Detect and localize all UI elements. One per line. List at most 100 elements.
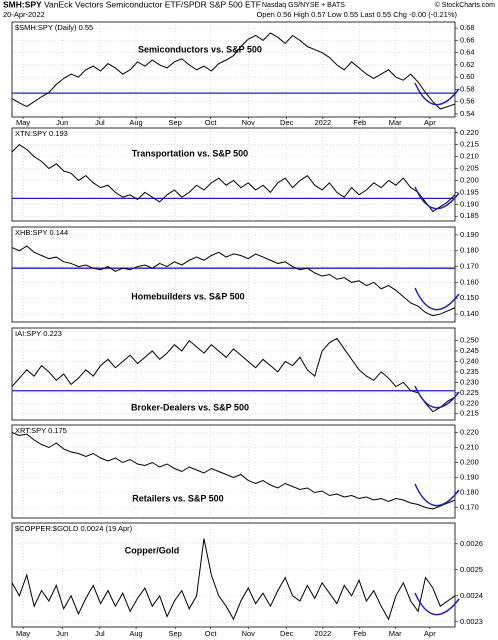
panel-title: Broker-Dealers vs. S&P 500 bbox=[131, 402, 249, 412]
y-tick-label: 0.160 bbox=[460, 277, 479, 286]
panel-legend: $COPPER:$GOLD 0.0024 (19 Apr) bbox=[15, 524, 133, 533]
x-tick-label: Mar bbox=[389, 118, 402, 127]
y-tick-label: 0.220 bbox=[460, 427, 479, 436]
y-tick-label: 0.215 bbox=[460, 140, 479, 149]
price-line bbox=[11, 432, 456, 510]
y-tick-label: 0.0026 bbox=[460, 539, 483, 548]
panel-frame bbox=[11, 21, 456, 118]
annotation-arc bbox=[414, 186, 460, 210]
annotation-arc bbox=[414, 385, 460, 409]
symbol: SMH:SPY bbox=[3, 0, 42, 9]
y-tick-label: 0.170 bbox=[460, 262, 479, 271]
y-tick-label: 0.200 bbox=[460, 457, 479, 466]
price-line bbox=[11, 538, 456, 621]
x-tick-label: 2022 bbox=[314, 629, 331, 638]
x-tick-label: Sep bbox=[168, 118, 181, 127]
x-tick-label: May bbox=[16, 629, 30, 638]
x-tick-label: Jun bbox=[56, 629, 68, 638]
x-tick-label: Dec bbox=[280, 118, 294, 127]
y-tick-label: 0.220 bbox=[460, 128, 479, 137]
y-tick-label: 0.60 bbox=[460, 72, 475, 81]
y-tick-label: 0.210 bbox=[460, 152, 479, 161]
panel-title: Copper/Gold bbox=[125, 545, 180, 555]
panel-frame bbox=[11, 522, 456, 628]
y-tick-label: 0.0023 bbox=[460, 617, 483, 626]
panel-frame bbox=[11, 327, 456, 421]
panel-title: Semiconductors vs. S&P 500 bbox=[138, 44, 262, 54]
credit: © StockCharts.com bbox=[435, 1, 496, 9]
x-tick-label: 2022 bbox=[314, 118, 331, 127]
y-tick-label: 0.185 bbox=[460, 211, 479, 220]
x-tick-label: Jul bbox=[95, 118, 105, 127]
price-line bbox=[11, 32, 456, 110]
y-tick-label: 0.205 bbox=[460, 164, 479, 173]
x-tick-label: Oct bbox=[205, 118, 218, 127]
y-tick-label: 0.56 bbox=[460, 97, 475, 106]
y-tick-label: 0.190 bbox=[460, 472, 479, 481]
x-tick-label: May bbox=[16, 118, 30, 127]
price-line bbox=[11, 144, 456, 213]
y-tick-label: 0.235 bbox=[460, 367, 479, 376]
x-tick-label: Nov bbox=[242, 629, 256, 638]
panel-title: Homebuilders vs. S&P 500 bbox=[131, 291, 244, 301]
y-tick-label: 0.180 bbox=[460, 487, 479, 496]
y-tick-label: 0.140 bbox=[460, 309, 479, 318]
x-tick-label: Jun bbox=[56, 118, 68, 127]
price-line bbox=[11, 245, 456, 317]
x-tick-label: Oct bbox=[205, 629, 218, 638]
panel-legend: XHB:SPY 0.144 bbox=[15, 228, 68, 237]
price-line bbox=[11, 337, 456, 413]
y-tick-label: 0.170 bbox=[460, 502, 479, 511]
panel-legend: $SMH:SPY (Daily) 0.55 bbox=[15, 23, 93, 32]
y-tick-label: 0.0025 bbox=[460, 565, 483, 574]
y-tick-label: 0.230 bbox=[460, 377, 479, 386]
panel-title: Transportation vs. S&P 500 bbox=[132, 148, 248, 158]
y-tick-label: 0.200 bbox=[460, 175, 479, 184]
y-tick-label: 0.220 bbox=[460, 398, 479, 407]
x-tick-label: Feb bbox=[353, 629, 366, 638]
x-tick-label: Aug bbox=[129, 118, 142, 127]
x-tick-label: Mar bbox=[389, 629, 402, 638]
x-tick-label: Dec bbox=[280, 629, 294, 638]
x-tick-label: Apr bbox=[424, 629, 436, 638]
annotation-arc bbox=[414, 483, 460, 507]
panel-title: Retailers vs. S&P 500 bbox=[132, 493, 223, 503]
quote: Open 0.56 High 0.57 Low 0.55 Last 0.55 C… bbox=[256, 10, 457, 19]
y-tick-label: 0.195 bbox=[460, 187, 479, 196]
panel-frame bbox=[11, 226, 456, 323]
y-tick-label: 0.180 bbox=[460, 246, 479, 255]
y-tick-label: 0.62 bbox=[460, 60, 475, 69]
date: 20-Apr-2022 bbox=[3, 10, 45, 19]
x-tick-label: Apr bbox=[424, 118, 436, 127]
y-tick-label: 0.190 bbox=[460, 199, 479, 208]
y-tick-label: 0.245 bbox=[460, 346, 479, 355]
x-tick-label: Sep bbox=[168, 629, 181, 638]
exchange: Nasdaq GS/NYSE + BATS bbox=[262, 2, 345, 9]
y-tick-label: 0.0024 bbox=[460, 591, 483, 600]
x-tick-label: Jul bbox=[95, 629, 105, 638]
x-tick-label: Nov bbox=[242, 118, 256, 127]
y-tick-label: 0.68 bbox=[460, 23, 475, 32]
x-tick-label: Feb bbox=[353, 118, 366, 127]
security-name: VanEck Vectors Semiconductor ETF/SPDR S&… bbox=[44, 0, 261, 9]
annotation-arc bbox=[414, 592, 460, 616]
y-tick-label: 0.250 bbox=[460, 336, 479, 345]
panel-legend: IAI:SPY 0.223 bbox=[15, 329, 62, 338]
panel-frame bbox=[11, 127, 456, 222]
x-tick-label: Aug bbox=[129, 629, 142, 638]
y-tick-label: 0.54 bbox=[460, 109, 475, 118]
annotation-arc bbox=[414, 287, 460, 311]
y-tick-label: 0.66 bbox=[460, 35, 475, 44]
y-tick-label: 0.64 bbox=[460, 48, 475, 57]
y-tick-label: 0.210 bbox=[460, 442, 479, 451]
panel-legend: XRT:SPY 0.175 bbox=[15, 426, 67, 435]
y-tick-label: 0.150 bbox=[460, 293, 479, 302]
annotation-arc bbox=[414, 82, 460, 106]
y-tick-label: 0.215 bbox=[460, 409, 479, 418]
y-tick-label: 0.190 bbox=[460, 230, 479, 239]
y-tick-label: 0.58 bbox=[460, 84, 475, 93]
panel-frame bbox=[11, 424, 456, 519]
y-tick-label: 0.240 bbox=[460, 356, 479, 365]
